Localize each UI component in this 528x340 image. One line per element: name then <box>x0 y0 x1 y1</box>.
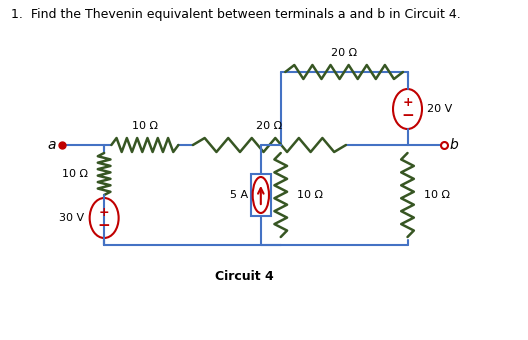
Text: +: + <box>402 97 413 109</box>
Text: 10 Ω: 10 Ω <box>132 121 158 131</box>
Text: +: + <box>99 205 109 219</box>
Text: Circuit 4: Circuit 4 <box>215 270 274 283</box>
Text: 10 Ω: 10 Ω <box>297 190 323 200</box>
Bar <box>251 174 271 216</box>
Text: 20 Ω: 20 Ω <box>331 48 357 58</box>
Text: 30 V: 30 V <box>59 213 84 223</box>
Text: 20 Ω: 20 Ω <box>257 121 282 131</box>
Text: a: a <box>48 138 56 152</box>
Text: 10 Ω: 10 Ω <box>62 169 88 179</box>
Text: −: − <box>401 108 414 123</box>
Text: 20 V: 20 V <box>428 104 452 114</box>
Ellipse shape <box>253 177 269 213</box>
Text: 5 A: 5 A <box>230 190 248 200</box>
Text: 1.  Find the Thevenin equivalent between terminals a and b in Circuit 4.: 1. Find the Thevenin equivalent between … <box>11 8 460 21</box>
Text: −: − <box>98 218 110 233</box>
Text: 10 Ω: 10 Ω <box>424 190 450 200</box>
Text: b: b <box>449 138 458 152</box>
